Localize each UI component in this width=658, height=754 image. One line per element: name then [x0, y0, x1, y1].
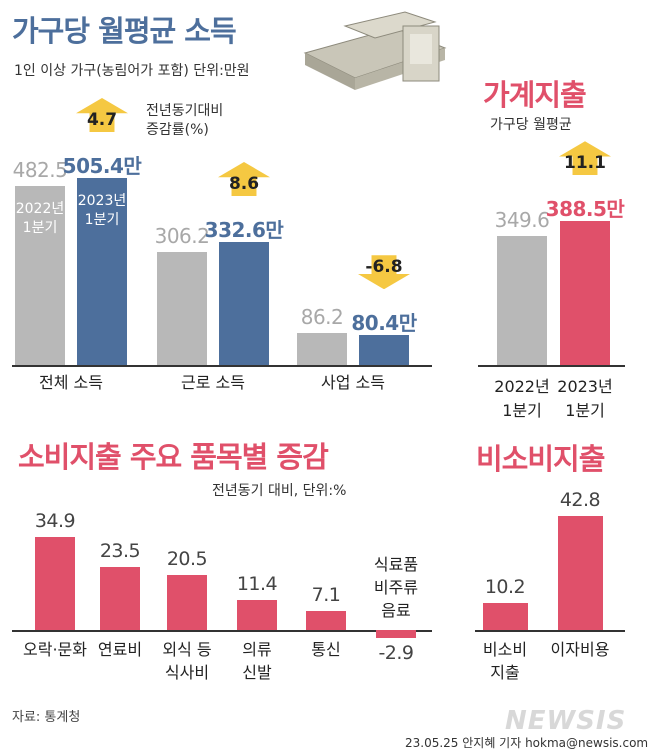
value-label: 482.5	[12, 158, 68, 183]
category-label: 외식 등	[162, 640, 212, 659]
category-label: 오락·문화	[23, 640, 87, 659]
value-label: 42.8	[559, 488, 601, 511]
value-label: 11.4	[236, 572, 278, 595]
bar	[219, 241, 269, 365]
bar	[100, 567, 140, 630]
series-label: 2023년	[77, 193, 127, 209]
bar	[482, 602, 528, 630]
chart-subtitle: 전년동기 대비, 단위:%	[212, 483, 347, 499]
change-label: 8.6	[228, 173, 260, 194]
bar	[376, 630, 416, 638]
category-label: 2022년	[494, 377, 550, 396]
category-label: 통신	[311, 640, 341, 659]
category-label: 비소비	[482, 640, 528, 659]
category-label: 식료품	[373, 555, 419, 574]
category-label: 음료	[381, 601, 411, 620]
value-label: 34.9	[34, 509, 76, 532]
bar	[557, 515, 603, 630]
bar	[497, 235, 547, 365]
bar	[35, 536, 75, 630]
change-label: 11.1	[564, 153, 606, 174]
value-label: 306.2	[154, 223, 210, 248]
category-label: 지출	[490, 663, 520, 682]
value-label: 80.4만	[351, 311, 417, 336]
value-label: 23.5	[99, 540, 141, 563]
value-label: 388.5만	[545, 197, 625, 222]
value-label: 86.2	[300, 305, 344, 330]
category-label: 1분기	[502, 401, 542, 420]
category-label: 연료비	[97, 640, 143, 659]
series-label: 2022년	[15, 201, 65, 218]
bar	[359, 335, 409, 365]
value-label: 332.6만	[204, 217, 284, 242]
axis-line	[12, 630, 432, 632]
category-label: 식사비	[164, 663, 210, 682]
value-label: 505.4만	[62, 154, 142, 178]
note: 전년동기대비	[146, 103, 224, 119]
change-label: -6.8	[365, 257, 403, 278]
value-label: 10.2	[484, 575, 526, 598]
category-label: 사업 소득	[321, 373, 385, 392]
axis-line	[478, 365, 625, 367]
category-label: 전체 소득	[39, 373, 103, 392]
category-label: 근로 소득	[181, 373, 245, 392]
money-illustration	[303, 11, 447, 90]
bar	[15, 186, 65, 365]
series-label: 1분기	[84, 212, 120, 228]
bar	[306, 611, 346, 630]
category-label: 의류	[242, 640, 272, 659]
source: 자료: 통계청	[12, 710, 81, 725]
value-label: -2.9	[378, 641, 414, 664]
value-label: 349.6	[494, 207, 550, 232]
chart-title: 가구당 월평균 소득	[12, 14, 237, 48]
credit: 23.05.25 안지혜 기자 hokma@newsis.com	[405, 736, 649, 750]
chart-subtitle: 가구당 월평균	[490, 117, 572, 133]
category-label: 비주류	[373, 578, 419, 597]
bar	[297, 333, 347, 365]
category-label: 이자비용	[550, 640, 610, 659]
series-label: 1분기	[22, 220, 58, 237]
watermark: NEWSIS	[505, 706, 627, 736]
chart-subtitle: 1인 이상 가구(농림어가 포함) 단위:만원	[14, 63, 250, 79]
category-label: 2023년	[557, 377, 613, 396]
change-label: 4.7	[86, 110, 118, 130]
note: 증감률(%)	[146, 122, 209, 138]
category-label: 1분기	[565, 401, 605, 420]
axis-line	[475, 630, 625, 632]
bar	[237, 599, 277, 630]
chart-title: 소비지출 주요 품목별 증감	[18, 440, 329, 474]
bar	[157, 251, 207, 365]
bar	[167, 575, 207, 630]
category-label: 신발	[242, 663, 272, 682]
axis-line	[12, 365, 432, 367]
chart-title: 가계지출	[483, 78, 587, 112]
value-label: 20.5	[166, 548, 208, 571]
bar	[77, 178, 127, 365]
value-label: 7.1	[311, 584, 341, 607]
chart-title: 비소비지출	[476, 442, 605, 476]
bar	[560, 221, 610, 365]
